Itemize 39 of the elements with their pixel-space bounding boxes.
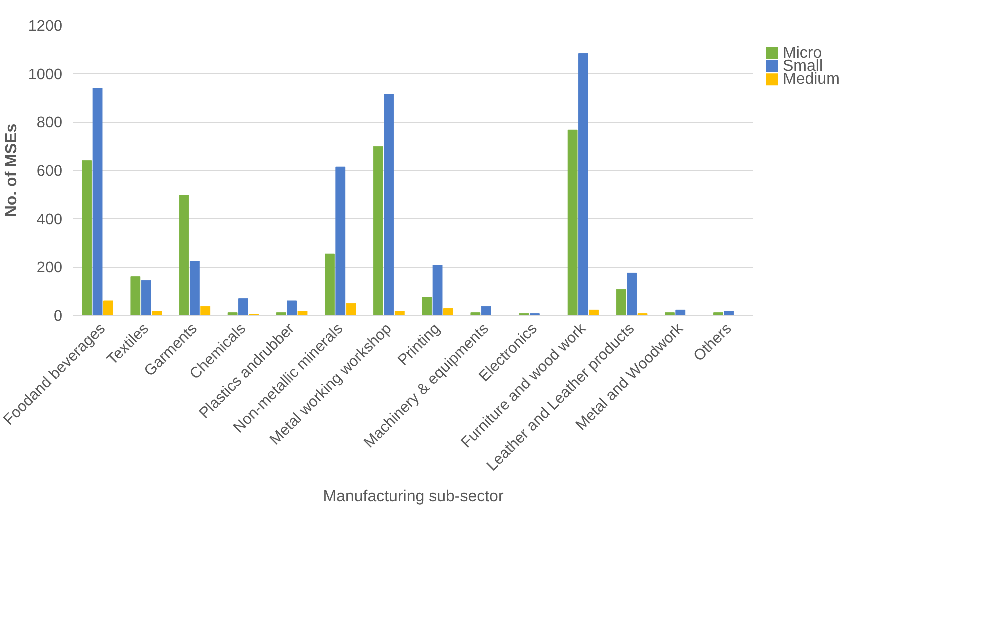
bar	[568, 130, 578, 316]
y-tick-label: 1000	[28, 66, 63, 84]
bar	[298, 311, 308, 316]
y-tick-label: 1200	[28, 18, 63, 35]
bar	[589, 310, 600, 316]
y-tick-label: 800	[36, 114, 63, 132]
bar	[374, 146, 384, 316]
bar	[82, 160, 92, 316]
bar	[384, 94, 394, 316]
bar	[444, 308, 454, 316]
bar	[627, 272, 638, 316]
bar	[724, 311, 734, 316]
bar	[422, 297, 432, 316]
bar	[676, 310, 686, 316]
bar	[432, 265, 443, 316]
x-axis-title: Manufacturing sub-sector	[323, 488, 504, 506]
bar	[325, 254, 335, 316]
bar	[578, 54, 588, 316]
y-tick-label: 200	[36, 260, 63, 277]
bar	[200, 306, 211, 316]
bar	[190, 261, 200, 316]
bar	[104, 300, 114, 316]
bar	[92, 88, 103, 316]
bar	[287, 300, 298, 316]
y-tick-label: 0	[54, 308, 63, 325]
legend-label: Medium	[783, 71, 840, 88]
bar	[152, 311, 162, 316]
y-axis-title: No. of MSEs	[3, 124, 20, 218]
bar	[346, 303, 356, 316]
bar	[336, 166, 346, 316]
y-tick-label: 400	[36, 211, 63, 228]
bar	[179, 195, 190, 316]
bar	[394, 311, 405, 316]
y-tick-label: 600	[36, 163, 63, 180]
bar	[141, 280, 152, 316]
bar	[238, 298, 248, 316]
bar	[616, 289, 626, 316]
bar	[481, 306, 492, 316]
bar	[130, 276, 141, 316]
